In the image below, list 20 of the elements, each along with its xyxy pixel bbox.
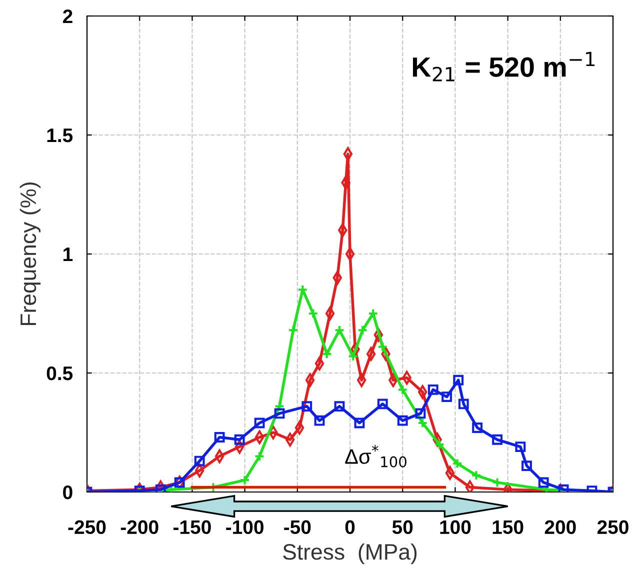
y-tick-label: 2	[62, 9, 72, 24]
x-tick-label: -100	[226, 520, 264, 534]
y-tick-label: 1	[64, 248, 73, 262]
annotation: Δσ$^{*}$$_{100}$	[345, 444, 406, 468]
x-tick-label: 50	[392, 520, 413, 534]
y-tick-label: 0.5	[46, 366, 73, 380]
y-axis-title: Frequency (%)	[20, 182, 41, 326]
x-tick-label: -200	[120, 520, 158, 534]
x-tick-label: 100	[440, 520, 471, 534]
x-tick-label: -250	[68, 520, 106, 534]
y-tick-label: 1.5	[47, 128, 73, 142]
annotation: K$_{21}$ = 520 m$^{−1}$	[412, 52, 594, 82]
x-tick-label: 150	[492, 520, 524, 534]
x-tick-label: 250	[597, 520, 628, 534]
x-tick-label: -150	[174, 520, 211, 534]
x-axis-title: Stress (MPa)	[283, 543, 417, 564]
x-tick-label: -50	[284, 520, 311, 534]
x-tick-label: 200	[544, 520, 576, 534]
y-tick-label: 0	[63, 485, 72, 500]
x-tick-label: 0	[345, 520, 355, 534]
